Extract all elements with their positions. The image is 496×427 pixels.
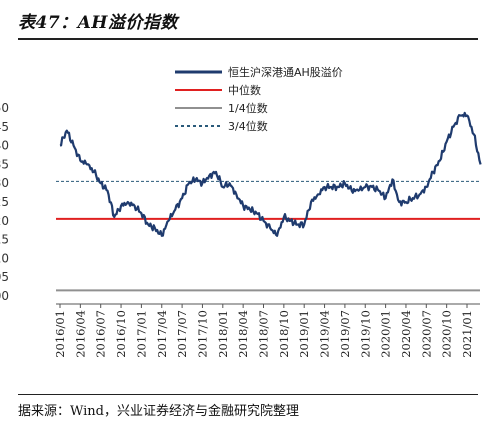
- x-tick-label: 2018/10: [277, 310, 291, 358]
- y-tick-label: 50: [0, 101, 9, 115]
- series-line: [59, 111, 482, 237]
- legend-label: 3/4位数: [228, 119, 268, 133]
- x-tick-label: 2017/10: [195, 310, 209, 358]
- y-tick-label: 30: [0, 176, 9, 190]
- legend-label: 1/4位数: [228, 101, 268, 115]
- x-tick-label: 2020/01: [379, 310, 393, 358]
- x-tick-label: 2016/01: [53, 310, 67, 358]
- x-tick-label: 2017/07: [175, 310, 189, 358]
- series-lines: [59, 111, 482, 237]
- y-tick-label: 05: [0, 270, 9, 284]
- x-tick-label: 2021/01: [460, 310, 474, 358]
- y-tick-label: 25: [0, 195, 9, 209]
- x-tick-label: 2018/04: [236, 310, 250, 358]
- x-tick-label: 2016/10: [114, 310, 128, 358]
- x-axis-ticks: 2016/01 2016/04 2016/07 2016/10 2017/01 2017/…: [53, 304, 474, 358]
- x-tick-label: 2016/04: [73, 310, 87, 358]
- x-tick-label: 2019/04: [318, 310, 332, 358]
- source-rule: [18, 394, 478, 395]
- x-tick-label: 2017/04: [155, 310, 169, 358]
- source-note: 据来源：Wind，兴业证券经济与金融研究院整理: [18, 404, 299, 419]
- y-axis-ticks: 50 45 40 35 30 25 20 15 10 05 00: [0, 101, 9, 303]
- x-tick-label: 2017/01: [134, 310, 148, 358]
- y-tick-label: 45: [0, 120, 9, 134]
- x-tick-label: 2019/07: [338, 310, 352, 358]
- x-tick-label: 2016/07: [94, 310, 108, 358]
- y-tick-label: 40: [0, 139, 9, 153]
- y-tick-label: 15: [0, 233, 9, 247]
- y-tick-label: 35: [0, 157, 9, 171]
- y-tick-label: 20: [0, 214, 9, 228]
- x-tick-label: 2020/10: [440, 310, 454, 358]
- y-tick-label: 00: [0, 289, 9, 303]
- chart-title: 表47：AH溢价指数: [18, 13, 178, 33]
- x-tick-label: 2019/10: [358, 310, 372, 358]
- x-tick-label: 2020/04: [399, 310, 413, 358]
- x-tick-label: 2018/07: [257, 310, 271, 358]
- y-tick-label: 10: [0, 251, 9, 265]
- x-tick-label: 2019/01: [297, 310, 311, 358]
- reference-lines: [56, 180, 480, 292]
- title-rule: [18, 38, 478, 40]
- x-tick-label: 2018/01: [216, 310, 230, 358]
- x-tick-label: 2020/07: [419, 310, 433, 358]
- legend-label: 恒生沪深港通AH股溢价: [228, 65, 343, 79]
- legend-label: 中位数: [228, 83, 261, 97]
